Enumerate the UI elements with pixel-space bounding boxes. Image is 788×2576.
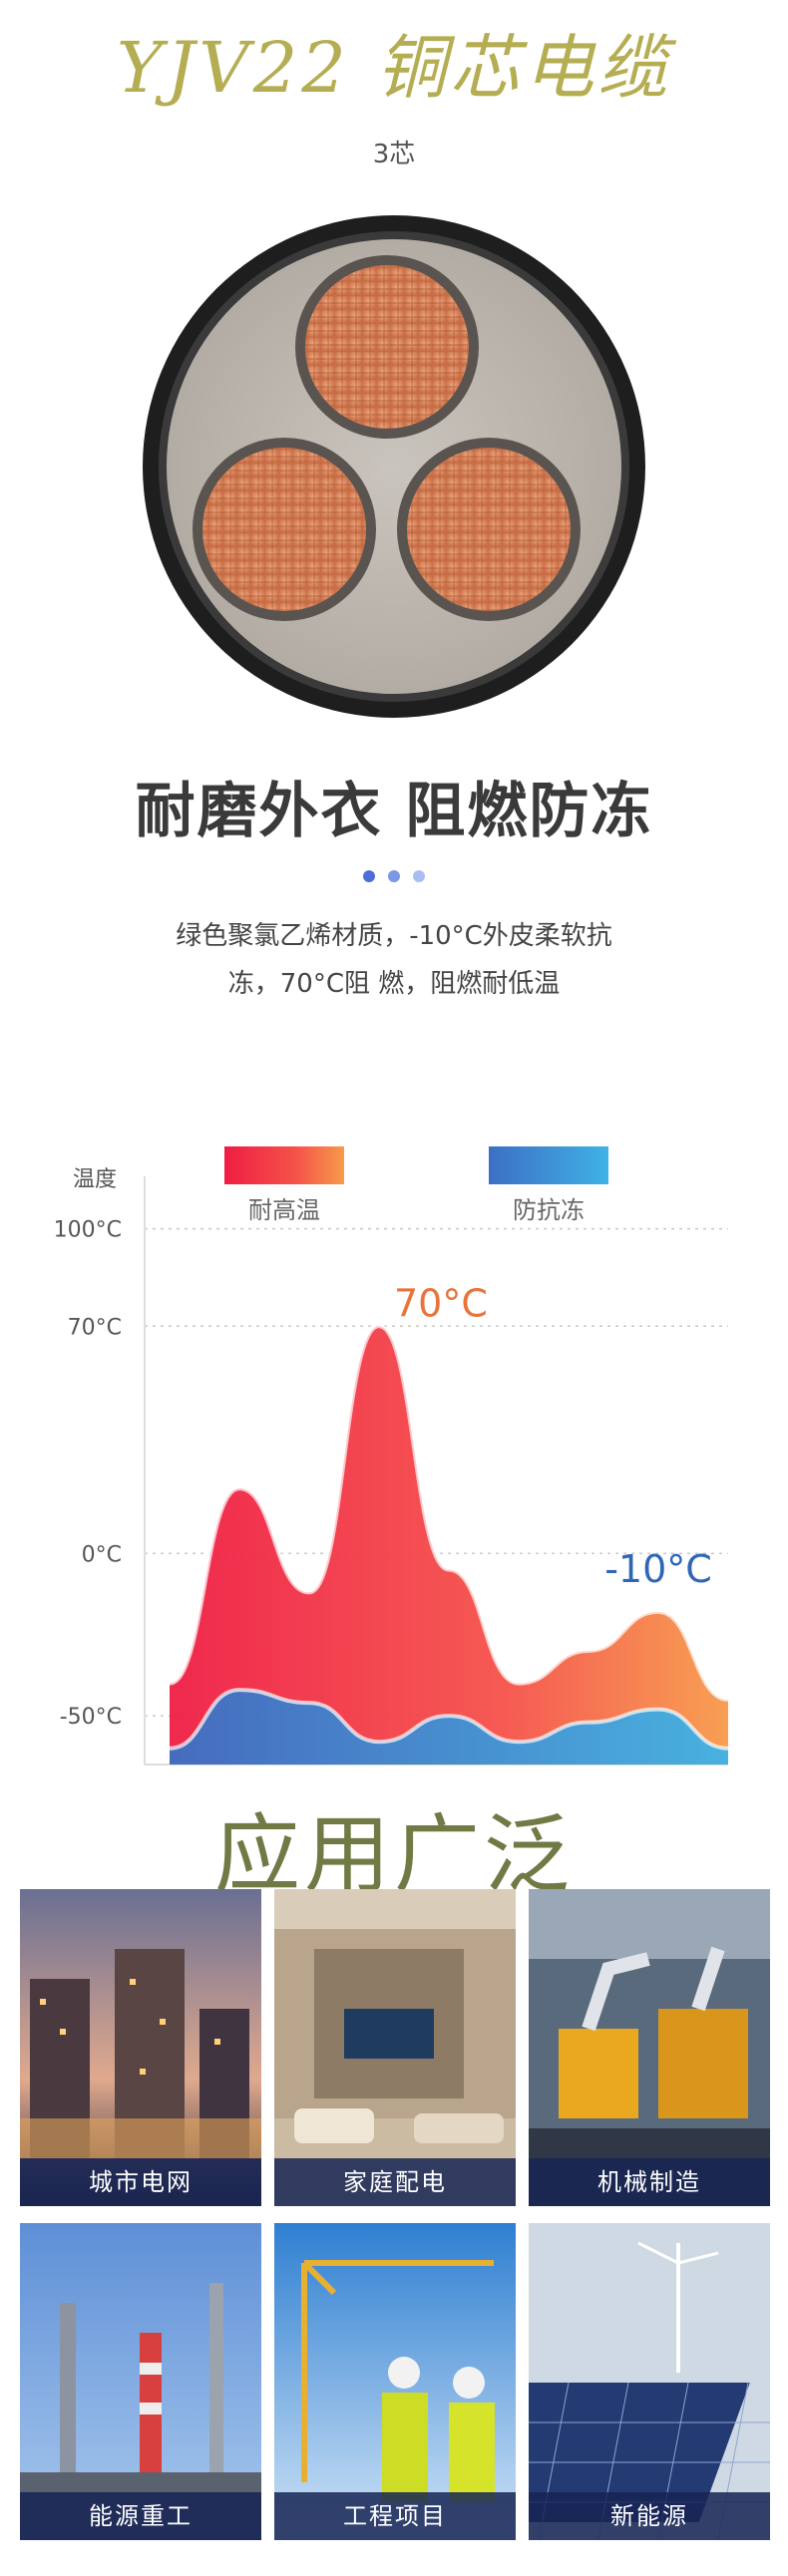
applications-title: 应用广泛 xyxy=(214,1805,574,1905)
series-area-1 xyxy=(170,1690,728,1765)
chart-areas xyxy=(169,1324,729,1765)
legend-swatch-1 xyxy=(489,1146,608,1184)
feature-description: 绿色聚氯乙烯材质，-10°C外皮柔软抗 冻，70°C阻 燃，阻燃耐低温 xyxy=(130,912,658,1008)
application-tile-machinery: 机械制造 xyxy=(529,1889,770,2206)
tile-label: 新能源 xyxy=(529,2492,770,2540)
cable-cross-section-image xyxy=(143,215,645,718)
legend-swatch-0 xyxy=(224,1146,344,1184)
y-axis-label: 温度 xyxy=(73,1167,117,1192)
description-line: 冻，70°C阻 燃，阻燃耐低温 xyxy=(227,969,561,999)
core-count: 3芯 xyxy=(372,140,416,169)
dot xyxy=(388,870,400,882)
application-tile-new-energy: 新能源 xyxy=(529,2223,770,2540)
series-line-0 xyxy=(169,1324,729,1702)
series-line-1 xyxy=(169,1688,729,1751)
temperature-chart: 100°C 70°C 0°C -50°C 温度 耐高温 防抗冻 70°C -10°C xyxy=(54,1146,729,1766)
pagination-dots xyxy=(0,867,788,886)
tile-label: 工程项目 xyxy=(274,2492,516,2540)
annotation-high-temp: 70°C xyxy=(394,1281,488,1325)
city-skyline-image xyxy=(20,1889,261,2206)
tile-label: 城市电网 xyxy=(20,2158,261,2206)
tile-label: 机械制造 xyxy=(529,2158,770,2206)
dot xyxy=(362,870,375,882)
construction-workers-image xyxy=(274,2223,516,2540)
application-tile-energy: 能源重工 xyxy=(20,2223,261,2540)
application-tile-engineering: 工程项目 xyxy=(274,2223,516,2540)
dot xyxy=(413,870,426,882)
y-tick-label: -50°C xyxy=(60,1705,122,1730)
application-tile-city-grid: 城市电网 xyxy=(20,1889,261,2206)
tile-label: 能源重工 xyxy=(20,2492,261,2540)
application-tile-home: 家庭配电 xyxy=(274,1889,516,2206)
legend-label-1: 防抗冻 xyxy=(513,1196,585,1224)
solar-wind-image xyxy=(529,2223,770,2540)
description-line: 绿色聚氯乙烯材质，-10°C外皮柔软抗 xyxy=(176,921,612,951)
annotation-low-temp: -10°C xyxy=(604,1547,712,1591)
y-tick-label: 100°C xyxy=(54,1218,122,1243)
legend-label-0: 耐高温 xyxy=(248,1196,320,1224)
tile-label: 家庭配电 xyxy=(274,2158,516,2206)
y-tick-label: 0°C xyxy=(82,1542,122,1567)
y-tick-label: 70°C xyxy=(68,1315,122,1340)
chart-labels: 70°C -10°C xyxy=(394,1281,712,1591)
feature-heading: 耐磨外衣 阻燃防冻 xyxy=(135,777,653,846)
living-room-image xyxy=(274,1889,516,2206)
series-area-0 xyxy=(170,1326,728,1765)
chart-legend: 耐高温 防抗冻 xyxy=(224,1146,608,1224)
product-title: YJV22 铜芯电缆 xyxy=(116,27,672,109)
